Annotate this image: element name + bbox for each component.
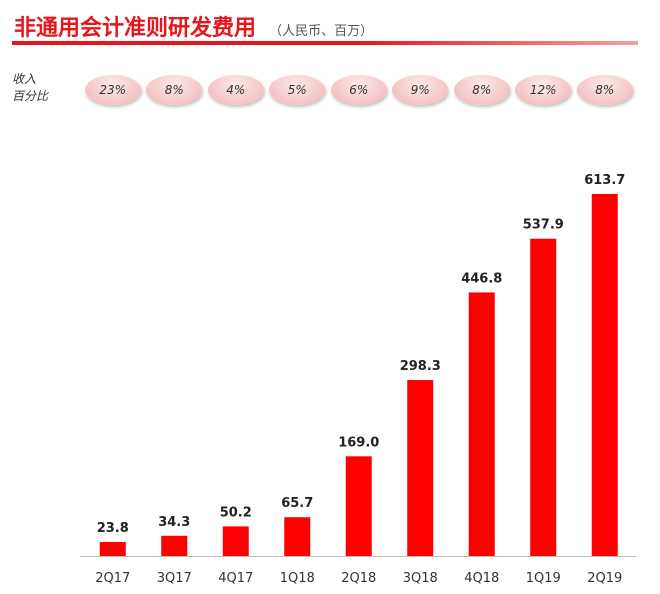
bar-value-label: 23.8	[97, 521, 129, 536]
revenue-pct-pill: 5%	[269, 75, 326, 105]
chart-subtitle: （人民币、百万）	[269, 24, 374, 39]
bar-value-label: 298.3	[400, 359, 441, 374]
bar-value-label: 446.8	[461, 271, 502, 286]
bar-value-label: 169.0	[338, 435, 379, 450]
bar-value-label: 65.7	[281, 496, 313, 511]
x-tick-label: 4Q18	[464, 571, 499, 586]
bar	[530, 238, 557, 557]
title-underline	[12, 41, 638, 45]
x-tick-label: 2Q18	[341, 571, 376, 586]
chart-title-row: 非通用会计准则研发费用 （人民币、百万）	[14, 10, 373, 42]
bar	[468, 292, 495, 556]
revenue-pct-pill: 9%	[392, 75, 449, 105]
bar-value-label: 613.7	[584, 173, 625, 188]
bar	[407, 380, 434, 556]
revenue-pct-pill: 8%	[453, 75, 510, 105]
bar	[345, 456, 372, 556]
bar	[161, 535, 188, 556]
x-tick-label: 2Q17	[95, 571, 130, 586]
x-tick-label: 1Q19	[526, 571, 561, 586]
revenue-pct-label: 收入 百分比	[12, 71, 48, 105]
revenue-pct-pill: 8%	[576, 75, 633, 105]
x-tick-label: 3Q17	[157, 571, 192, 586]
bar	[99, 541, 126, 556]
revenue-pct-pill: 12%	[515, 75, 572, 105]
x-tick-label: 3Q18	[403, 571, 438, 586]
revenue-pct-pill: 23%	[84, 75, 141, 105]
x-tick-label: 1Q18	[280, 571, 315, 586]
revenue-pct-pill: 4%	[207, 75, 264, 105]
bar-value-label: 537.9	[523, 218, 564, 233]
revenue-pct-label-line2: 百分比	[12, 89, 49, 103]
revenue-pct-pill: 8%	[146, 75, 203, 105]
revenue-pct-label-line1: 收入	[12, 72, 37, 86]
x-tick-label: 4Q17	[218, 571, 253, 586]
bar-value-label: 50.2	[220, 505, 252, 520]
bar	[591, 194, 618, 556]
chart-title: 非通用会计准则研发费用	[14, 16, 257, 41]
revenue-pct-pill: 6%	[330, 75, 387, 105]
x-tick-label: 2Q19	[587, 571, 622, 586]
bar	[222, 526, 249, 556]
bar-value-label: 34.3	[158, 515, 190, 530]
bar	[284, 517, 311, 556]
